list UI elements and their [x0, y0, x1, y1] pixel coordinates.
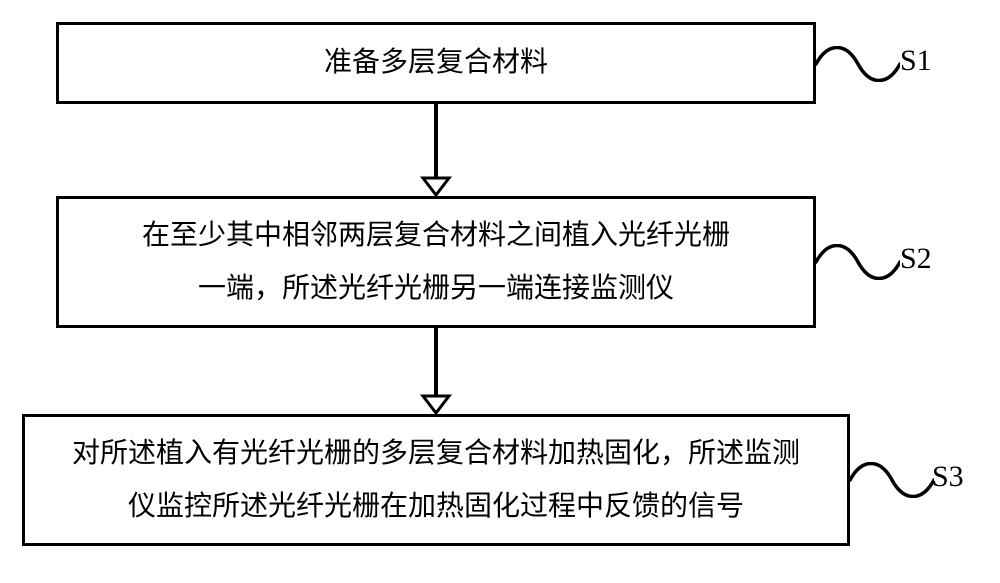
flowchart-canvas: 准备多层复合材料 S1 在至少其中相邻两层复合材料之间植入光纤光栅 一端，所述光纤光… [0, 0, 1000, 583]
step-label-s2: S2 [900, 242, 932, 276]
wave-connector-s1 [816, 46, 900, 82]
arrow-s2-to-s3 [419, 328, 453, 414]
step-text-s3: 对所述植入有光纤光栅的多层复合材料加热固化，所述监测 仪监控所述光纤光栅在加热固… [72, 427, 800, 533]
step-text-s2: 在至少其中相邻两层复合材料之间植入光纤光栅 一端，所述光纤光栅另一端连接监测仪 [142, 209, 730, 315]
wave-connector-s2 [816, 244, 900, 280]
step-box-s2: 在至少其中相邻两层复合材料之间植入光纤光栅 一端，所述光纤光栅另一端连接监测仪 [56, 196, 816, 328]
step-label-s1: S1 [900, 44, 932, 78]
arrow-s1-to-s2 [419, 104, 453, 196]
step-text-s1: 准备多层复合材料 [324, 36, 548, 89]
step-box-s1: 准备多层复合材料 [56, 22, 816, 104]
wave-connector-s3 [850, 462, 934, 498]
step-box-s3: 对所述植入有光纤光栅的多层复合材料加热固化，所述监测 仪监控所述光纤光栅在加热固… [22, 414, 850, 546]
step-label-s3: S3 [932, 460, 964, 494]
